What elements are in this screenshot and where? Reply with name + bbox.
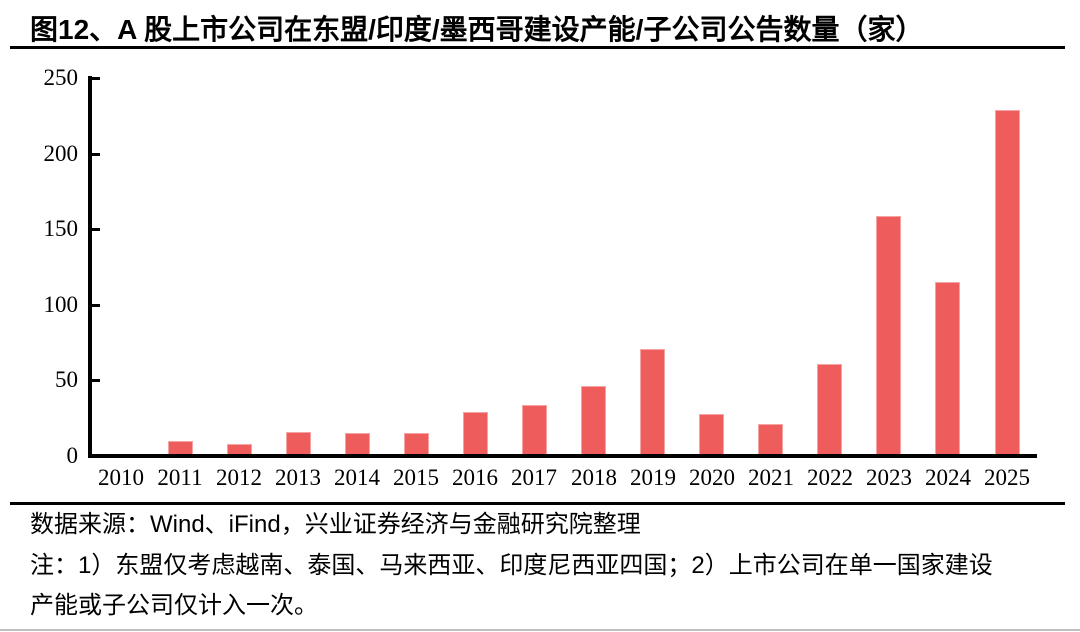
data-source-text: 数据来源：Wind、iFind，兴业证券经济与金融研究院整理 xyxy=(30,511,641,538)
y-tick-label-200: 200 xyxy=(43,141,79,166)
x-tick-label-2017: 2017 xyxy=(511,465,557,490)
y-tick-50 xyxy=(92,379,100,382)
bar-2012 xyxy=(227,444,252,456)
x-tick-label-2016: 2016 xyxy=(452,465,498,490)
y-tick-label-250: 250 xyxy=(43,65,79,90)
bar-2024 xyxy=(935,282,960,456)
bar-2022 xyxy=(817,364,842,456)
x-tick-label-2019: 2019 xyxy=(630,465,676,490)
note-text-line-1: 注：1）东盟仅考虑越南、泰国、马来西亚、印度尼西亚四国；2）上市公司在单一国家建… xyxy=(30,552,993,579)
x-tick-label-2024: 2024 xyxy=(925,465,971,490)
y-tick-label-150: 150 xyxy=(43,216,79,241)
y-tick-200 xyxy=(92,153,100,156)
bottom-rule xyxy=(0,629,1080,631)
bar-2023 xyxy=(876,216,901,456)
y-tick-label-0: 0 xyxy=(66,443,79,468)
x-tick-label-2011: 2011 xyxy=(157,465,203,490)
x-tick-label-2014: 2014 xyxy=(334,465,380,490)
y-tick-250 xyxy=(92,77,100,80)
bar-2018 xyxy=(581,386,606,456)
bar-2025 xyxy=(995,110,1020,456)
bar-2021 xyxy=(758,424,783,456)
x-tick-label-2021: 2021 xyxy=(748,465,794,490)
chart-title: 图12、A 股上市公司在东盟/印度/墨西哥建设产能/子公司公告数量（家） xyxy=(30,14,924,45)
bar-2013 xyxy=(286,432,311,456)
title-separator-rule xyxy=(10,46,1065,49)
x-tick-label-2013: 2013 xyxy=(275,465,321,490)
x-tick-label-2012: 2012 xyxy=(216,465,262,490)
bar-2019 xyxy=(640,349,665,456)
bar-2015 xyxy=(404,433,429,456)
x-tick-label-2025: 2025 xyxy=(984,465,1030,490)
y-axis-line xyxy=(88,76,92,458)
y-tick-100 xyxy=(92,304,100,307)
x-axis-line xyxy=(88,454,1037,458)
bar-2014 xyxy=(345,433,370,456)
bar-2016 xyxy=(463,412,488,456)
footer-separator-rule xyxy=(10,502,1065,505)
x-tick-label-2022: 2022 xyxy=(807,465,853,490)
bar-2017 xyxy=(522,405,547,456)
x-tick-label-2018: 2018 xyxy=(571,465,617,490)
y-tick-150 xyxy=(92,228,100,231)
x-tick-label-2020: 2020 xyxy=(689,465,735,490)
x-tick-label-2023: 2023 xyxy=(866,465,912,490)
x-tick-label-2015: 2015 xyxy=(393,465,439,490)
bar-2011 xyxy=(168,441,193,456)
x-tick-label-2010: 2010 xyxy=(98,465,144,490)
note-text-line-2: 产能或子公司仅计入一次。 xyxy=(30,592,318,619)
y-tick-label-100: 100 xyxy=(43,292,79,317)
bar-2020 xyxy=(699,414,724,456)
y-tick-label-50: 50 xyxy=(55,367,78,392)
